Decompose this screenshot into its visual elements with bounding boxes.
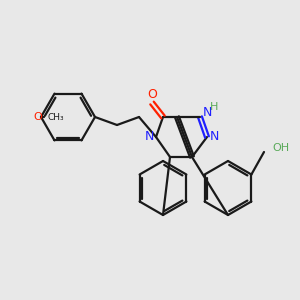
Text: N: N <box>144 130 154 143</box>
Text: O: O <box>147 88 157 100</box>
Text: N: N <box>202 106 212 119</box>
Text: O: O <box>34 112 42 122</box>
Text: CH₃: CH₃ <box>48 112 64 122</box>
Text: H: H <box>210 102 218 112</box>
Text: N: N <box>209 130 219 143</box>
Text: OH: OH <box>272 143 289 153</box>
